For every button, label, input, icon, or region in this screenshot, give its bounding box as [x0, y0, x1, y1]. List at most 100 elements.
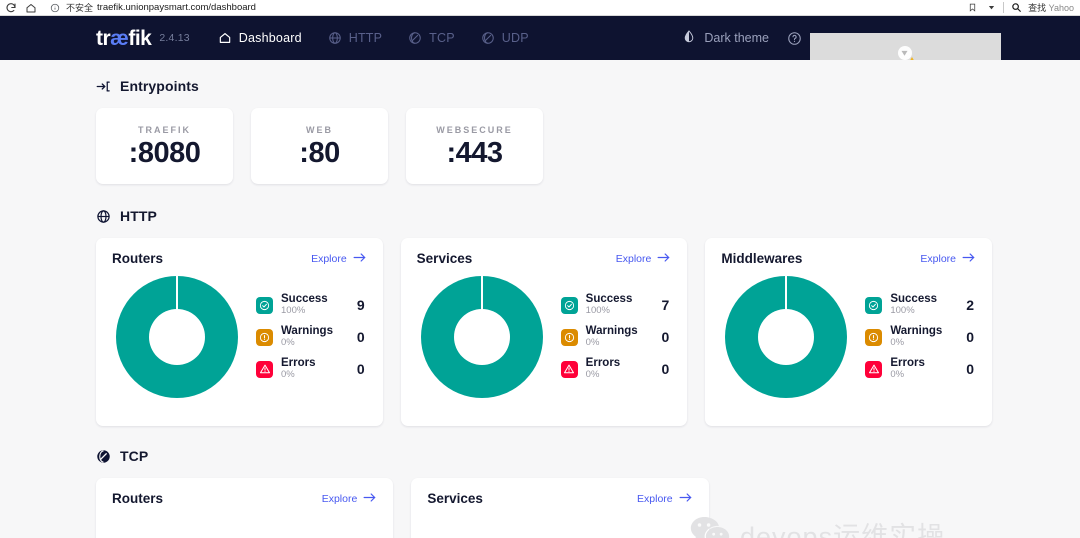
legend-item-errors: Errors 0% 0: [256, 353, 367, 385]
question-circle-icon[interactable]: [787, 31, 802, 46]
protocol-icon: [481, 31, 495, 45]
check-circle-icon: [560, 296, 578, 314]
home-icon: [218, 31, 232, 45]
card-body: Success 100% 9 Warnings 0% 0: [112, 276, 367, 398]
explore-link[interactable]: Explore: [322, 492, 378, 506]
services-legend: Success 100% 7 Warnings 0% 0: [551, 289, 672, 385]
entrypoint-card[interactable]: WEBSECURE :443: [406, 108, 543, 184]
nav-item-udp[interactable]: UDP: [481, 31, 529, 45]
explore-label: Explore: [311, 252, 347, 265]
card-body: Success 100% 2 Warnings 0% 0: [721, 276, 976, 398]
explore-label: Explore: [920, 252, 957, 265]
middlewares-legend: Success 100% 2 Warnings 0% 0: [855, 289, 976, 385]
tcp-title: TCP: [120, 448, 149, 464]
nav-item-tcp[interactable]: TCP: [408, 31, 455, 45]
bookmark-icon[interactable]: [965, 1, 979, 15]
legend-percent: 100%: [890, 305, 915, 317]
reload-icon[interactable]: [4, 1, 18, 15]
explore-label: Explore: [637, 492, 673, 505]
tcp-cards-row: Routers Explore Services Explore: [96, 478, 992, 538]
browser-toolbar: 不安全 traefik.unionpaysmart.com/dashboard …: [0, 0, 1080, 16]
legend-item-warnings: Warnings 0% 0: [256, 321, 367, 353]
search-engine-label[interactable]: 查找 Yahoo: [1028, 1, 1074, 14]
legend-count: 0: [356, 329, 365, 345]
legend-item-warnings: Warnings 0% 0: [865, 321, 976, 353]
chevron-down-icon[interactable]: [984, 1, 998, 15]
card-header: Services Explore: [417, 251, 672, 266]
http-routers-card: Routers Explore: [96, 238, 383, 426]
donut-hole: [149, 309, 205, 365]
search-action-label: 查找: [1028, 3, 1047, 13]
security-status-label: 不安全: [66, 3, 94, 13]
legend-percent: 0%: [281, 369, 295, 381]
nav-item-label: Dashboard: [238, 31, 302, 45]
entrypoint-port: :80: [299, 136, 340, 169]
address-bar[interactable]: 不安全 traefik.unionpaysmart.com/dashboard: [44, 1, 959, 15]
legend-count: 2: [966, 297, 975, 313]
info-icon[interactable]: [48, 1, 62, 15]
legend-percent: 0%: [281, 337, 295, 349]
warning-triangle-icon: [256, 360, 273, 378]
http-section-header: HTTP: [96, 208, 992, 224]
nav-item-dashboard[interactable]: Dashboard: [218, 31, 302, 45]
donut-gap: [480, 276, 483, 310]
search-icon[interactable]: [1009, 1, 1023, 15]
explore-link[interactable]: Explore: [311, 252, 367, 266]
services-donut-chart: [420, 276, 543, 398]
donut-gap: [176, 276, 178, 310]
tcp-section-header: TCP: [96, 448, 992, 464]
explore-label: Explore: [321, 492, 358, 505]
entrypoint-arrow-icon: [96, 79, 111, 94]
browser-toolbar-right: 查找 Yahoo: [965, 1, 1076, 15]
card-title: Services: [427, 491, 483, 506]
middlewares-donut-chart: [725, 276, 848, 398]
card-header: Middlewares Explore: [721, 251, 976, 266]
legend-count: 0: [356, 361, 365, 377]
routers-legend: Success 100% 9 Warnings 0% 0: [246, 289, 367, 385]
logo-part-2: fik: [128, 26, 152, 50]
nav-item-label: HTTP: [348, 31, 383, 45]
entrypoints-section-header: Entrypoints: [96, 78, 992, 94]
nav-item-http[interactable]: HTTP: [328, 31, 382, 45]
legend-count: 0: [966, 329, 975, 345]
exclamation-circle-icon: [560, 328, 578, 346]
entrypoint-port: :8080: [128, 136, 201, 169]
entrypoint-name: WEB: [306, 124, 333, 135]
legend-item-errors: Errors 0% 0: [865, 353, 976, 385]
logo-part-1: tr: [96, 26, 111, 50]
entrypoint-name: TRAEFIK: [138, 124, 191, 135]
explore-label: Explore: [615, 252, 652, 265]
card-header: Routers Explore: [112, 491, 377, 506]
check-circle-icon: [865, 296, 883, 314]
dark-theme-label: Dark theme: [704, 31, 769, 45]
http-cards-row: Routers Explore: [96, 238, 993, 426]
legend-count: 0: [661, 329, 670, 345]
exclamation-circle-icon: [256, 328, 273, 346]
tcp-routers-card: Routers Explore: [96, 478, 394, 538]
legend-item-success: Success 100% 7: [560, 289, 672, 321]
traefik-logo[interactable]: træfik: [96, 26, 152, 50]
card-title: Services: [416, 251, 473, 266]
legend-label: Success: [890, 292, 938, 305]
legend-label: Warnings: [890, 324, 943, 337]
legend-item-success: Success 100% 2: [865, 289, 976, 321]
legend-label: Errors: [890, 356, 925, 369]
explore-link[interactable]: Explore: [637, 492, 693, 506]
entrypoint-card[interactable]: WEB :80: [251, 108, 388, 184]
legend-label: Warnings: [281, 324, 333, 337]
home-icon[interactable]: [24, 1, 38, 15]
legend-label: Success: [585, 292, 633, 305]
contrast-droplet-icon: [682, 29, 696, 47]
protocol-icon: [408, 31, 422, 45]
legend-percent: 0%: [890, 369, 905, 381]
entrypoint-card[interactable]: TRAEFIK :8080: [96, 108, 233, 184]
protocol-icon: [96, 449, 111, 464]
nav-item-label: UDP: [501, 31, 529, 45]
explore-link[interactable]: Explore: [920, 252, 976, 266]
card-title: Routers: [112, 251, 164, 266]
legend-item-errors: Errors 0% 0: [560, 353, 672, 385]
exclamation-circle-icon: [865, 328, 883, 346]
legend-label: Success: [281, 292, 328, 305]
explore-link[interactable]: Explore: [616, 252, 672, 266]
dark-theme-toggle[interactable]: Dark theme: [682, 29, 769, 47]
